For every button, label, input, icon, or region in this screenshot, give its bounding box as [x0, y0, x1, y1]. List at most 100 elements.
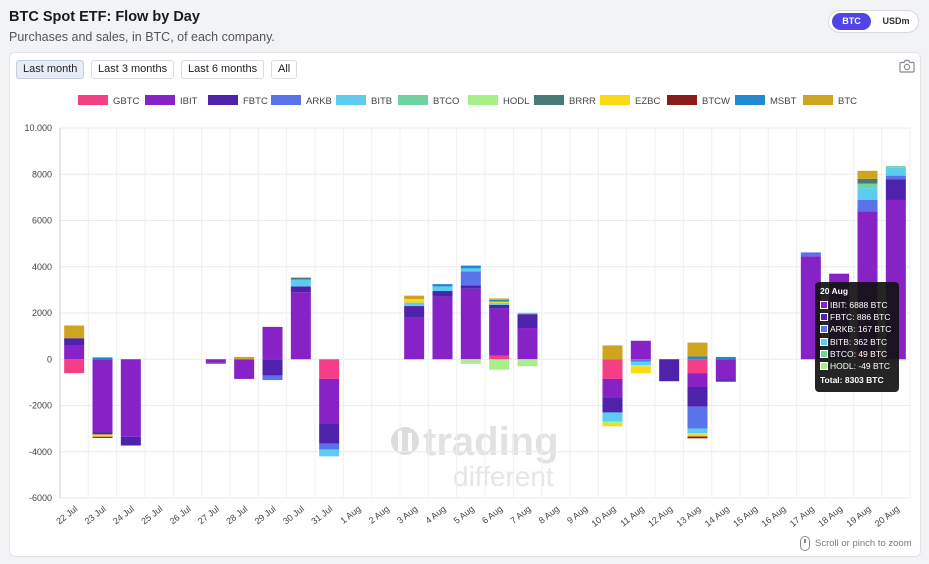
- range-all-button[interactable]: All: [271, 60, 298, 79]
- bar-btco-19-aug[interactable]: [857, 183, 878, 189]
- bar-fbtc-12-aug[interactable]: [659, 359, 680, 382]
- bar-bitb-19-aug[interactable]: [857, 188, 878, 200]
- bar-btc-22-jul[interactable]: [64, 325, 85, 339]
- bar-hodl-6-aug[interactable]: [489, 359, 510, 370]
- bar-ibit-22-jul[interactable]: [64, 345, 85, 360]
- bar-bitb-20-aug[interactable]: [885, 167, 906, 176]
- bar-fbtc-31-jul[interactable]: [319, 424, 340, 444]
- legend-item-btcw[interactable]: BTCW: [667, 95, 730, 107]
- bar-msbt-14-aug[interactable]: [715, 356, 736, 360]
- bar-fbtc-4-aug[interactable]: [432, 291, 453, 297]
- bar-hodl-10-aug[interactable]: [602, 421, 623, 424]
- bar-hodl-11-aug[interactable]: [630, 365, 651, 367]
- bar-ibit-7-aug[interactable]: [517, 328, 538, 360]
- bar-btc-13-aug[interactable]: [687, 342, 708, 357]
- bar-ibit-4-aug[interactable]: [432, 296, 453, 360]
- bar-brrr-30-jul[interactable]: [290, 277, 311, 280]
- legend-item-fbtc[interactable]: FBTC: [208, 95, 268, 107]
- bar-ezbc-6-aug[interactable]: [489, 301, 510, 304]
- bar-fbtc-10-aug[interactable]: [602, 397, 623, 413]
- bar-arkb-17-aug[interactable]: [800, 252, 821, 257]
- bar-btc-6-aug[interactable]: [489, 298, 510, 300]
- bar-btc-19-aug[interactable]: [857, 170, 878, 179]
- legend-item-ezbc[interactable]: EZBC: [600, 95, 660, 107]
- bar-ibit-6-aug[interactable]: [489, 308, 510, 356]
- unit-usdm-button[interactable]: USDm: [882, 16, 910, 26]
- range-last-6-months-button[interactable]: Last 6 months: [181, 60, 265, 79]
- bar-gbtc-10-aug[interactable]: [602, 359, 623, 379]
- bar-fbtc-29-jul[interactable]: [262, 359, 283, 376]
- bar-msbt-4-aug[interactable]: [432, 284, 453, 287]
- bar-ibit-29-jul[interactable]: [262, 326, 283, 360]
- bar-fbtc-20-aug[interactable]: [885, 179, 906, 200]
- legend-item-btc[interactable]: BTC: [803, 95, 857, 107]
- bar-fbtc-5-aug[interactable]: [460, 285, 481, 289]
- range-last-3-months-button[interactable]: Last 3 months: [91, 60, 175, 79]
- bar-hodl-7-aug[interactable]: [517, 359, 538, 367]
- bar-ezbc-10-aug[interactable]: [602, 423, 623, 427]
- bar-ibit-27-jul[interactable]: [205, 359, 226, 363]
- bar-arkb-19-aug[interactable]: [857, 199, 878, 212]
- bar-bitb-11-aug[interactable]: [630, 361, 651, 366]
- bar-ibit-13-aug[interactable]: [687, 373, 708, 387]
- bar-ibit-3-aug[interactable]: [404, 317, 425, 360]
- bar-btc-10-aug[interactable]: [602, 345, 623, 360]
- bar-bitb-30-jul[interactable]: [290, 279, 311, 287]
- bar-fbtc-23-jul[interactable]: [92, 432, 113, 435]
- legend-item-btco[interactable]: BTCO: [398, 95, 459, 107]
- bar-ibit-11-aug[interactable]: [630, 340, 651, 360]
- bar-fbtc-22-jul[interactable]: [64, 338, 85, 346]
- bar-msbt-5-aug[interactable]: [460, 265, 481, 269]
- bar-ibit-23-jul[interactable]: [92, 359, 113, 433]
- bar-btco-20-aug[interactable]: [885, 166, 906, 168]
- bar-arkb-20-aug[interactable]: [885, 175, 906, 180]
- bar-bitb-6-aug[interactable]: [489, 303, 510, 305]
- bar-ibit-14-aug[interactable]: [715, 359, 736, 381]
- bar-bitb-3-aug[interactable]: [404, 302, 425, 307]
- bar-fbtc-30-jul[interactable]: [290, 286, 311, 293]
- bar-btc-28-jul[interactable]: [234, 356, 255, 360]
- bar-gbtc-31-jul[interactable]: [319, 359, 340, 379]
- bar-bitb-13-aug[interactable]: [687, 428, 708, 434]
- bar-btcw-23-jul[interactable]: [92, 436, 113, 438]
- bar-ibit-31-jul[interactable]: [319, 378, 340, 424]
- bar-ibit-24-jul[interactable]: [120, 359, 141, 437]
- bar-gbtc-22-jul[interactable]: [64, 359, 85, 374]
- legend-item-msbt[interactable]: MSBT: [735, 95, 797, 107]
- bar-hodl-13-aug[interactable]: [687, 433, 708, 435]
- bar-fbtc-13-aug[interactable]: [687, 387, 708, 407]
- bar-brrr-19-aug[interactable]: [857, 178, 878, 184]
- bar-hodl-5-aug[interactable]: [460, 359, 481, 364]
- bar-arkb-31-jul[interactable]: [319, 443, 340, 450]
- bar-arkb-13-aug[interactable]: [687, 406, 708, 429]
- bar-msbt-6-aug[interactable]: [489, 299, 510, 302]
- bar-fbtc-3-aug[interactable]: [404, 306, 425, 318]
- bar-fbtc-27-jul[interactable]: [205, 362, 226, 364]
- bar-ibit-30-jul[interactable]: [290, 292, 311, 360]
- bar-arkb-5-aug[interactable]: [460, 271, 481, 286]
- bar-ibit-10-aug[interactable]: [602, 378, 623, 398]
- bar-ibit-28-jul[interactable]: [234, 359, 255, 379]
- bar-bitb-7-aug[interactable]: [517, 312, 538, 315]
- bar-ezbc-23-jul[interactable]: [92, 434, 113, 437]
- legend-item-gbtc[interactable]: GBTC: [78, 95, 140, 107]
- bar-bitb-10-aug[interactable]: [602, 412, 623, 422]
- bar-bitb-31-jul[interactable]: [319, 449, 340, 457]
- bar-bitb-5-aug[interactable]: [460, 268, 481, 272]
- legend-item-bitb[interactable]: BITB: [336, 95, 392, 107]
- range-last-month-button[interactable]: Last month: [16, 60, 85, 79]
- bar-ibit-5-aug[interactable]: [460, 288, 481, 360]
- bar-fbtc-24-jul[interactable]: [120, 436, 141, 446]
- bar-msbt-23-jul[interactable]: [92, 357, 113, 360]
- bar-fbtc-7-aug[interactable]: [517, 314, 538, 329]
- unit-btc-button[interactable]: BTC: [832, 13, 871, 30]
- bar-fbtc-6-aug[interactable]: [489, 304, 510, 309]
- bar-btc-3-aug[interactable]: [404, 295, 425, 300]
- legend-item-hodl[interactable]: HODL: [468, 95, 529, 107]
- bar-arkb-29-jul[interactable]: [262, 375, 283, 381]
- legend-item-ibit[interactable]: IBIT: [145, 95, 198, 107]
- camera-icon[interactable]: [899, 59, 915, 73]
- legend-item-brrr[interactable]: BRRR: [534, 95, 596, 107]
- bar-gbtc-6-aug[interactable]: [489, 355, 510, 360]
- bar-btcw-13-aug[interactable]: [687, 436, 708, 439]
